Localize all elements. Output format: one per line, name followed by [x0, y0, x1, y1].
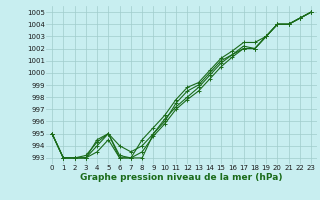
X-axis label: Graphe pression niveau de la mer (hPa): Graphe pression niveau de la mer (hPa) — [80, 173, 283, 182]
